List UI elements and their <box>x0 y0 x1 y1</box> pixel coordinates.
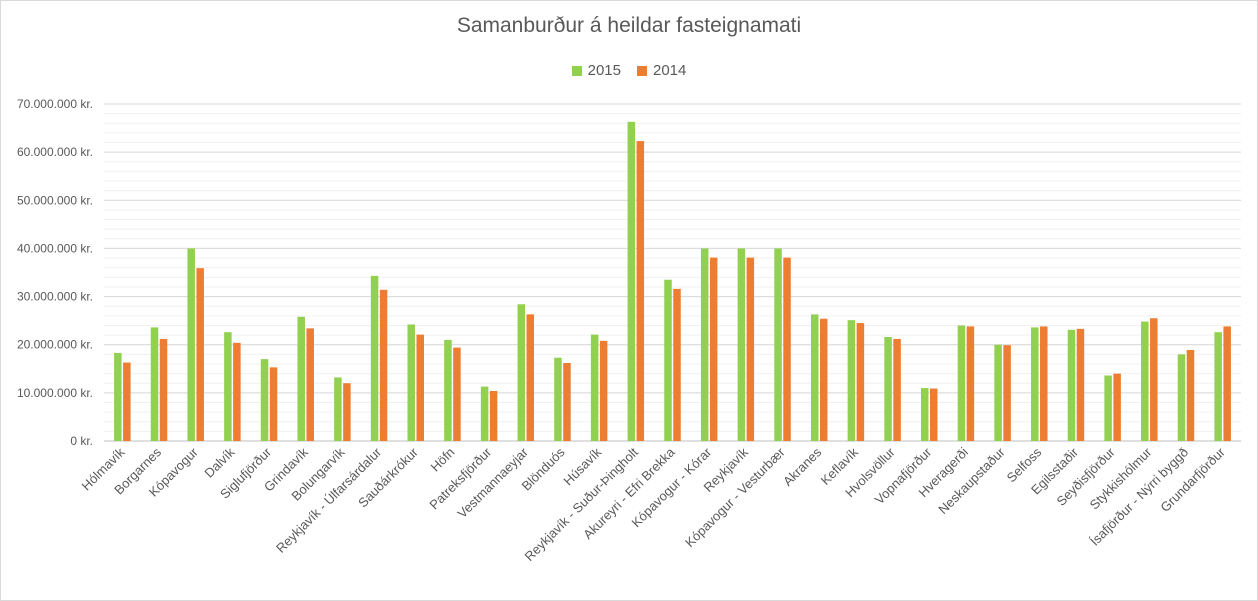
chart-legend: 2015 2014 <box>0 62 1258 79</box>
bar-2015 <box>370 275 379 441</box>
bar-2014 <box>856 323 865 441</box>
bar-2015 <box>1214 332 1222 441</box>
y-tick-label: 30.000.000 kr. <box>17 290 93 304</box>
bar-2015 <box>187 248 195 441</box>
bar-2014 <box>563 363 571 441</box>
bar-2015 <box>737 248 746 441</box>
bar-2015 <box>1104 375 1112 441</box>
legend-label-2014: 2014 <box>653 62 687 79</box>
bar-2014 <box>929 388 938 441</box>
bar-2015 <box>260 359 269 441</box>
bar-2015 <box>774 248 782 441</box>
bar-2014 <box>1076 328 1085 441</box>
bar-2015 <box>590 334 599 441</box>
y-tick-label: 40.000.000 kr. <box>17 241 93 255</box>
bar-2014 <box>233 342 241 441</box>
bar-2014 <box>1040 326 1048 441</box>
bar-2015 <box>297 316 305 441</box>
bar-2015 <box>444 339 452 441</box>
bar-2014 <box>343 383 351 441</box>
bar-2015 <box>1067 329 1076 441</box>
bar-2014 <box>269 367 278 441</box>
bar-2015 <box>664 279 672 441</box>
bar-2014 <box>746 257 755 441</box>
bar-2014 <box>306 328 314 441</box>
bar-2014 <box>783 257 791 441</box>
bar-2015 <box>884 337 892 441</box>
bar-2014 <box>1150 318 1158 441</box>
legend-swatch-2015 <box>571 65 582 76</box>
bar-2015 <box>957 325 966 441</box>
bar-2015 <box>114 352 122 441</box>
y-tick-label: 0 kr. <box>70 434 93 448</box>
legend-swatch-2014 <box>637 65 647 76</box>
bar-2015 <box>334 377 342 441</box>
chart-title: Samanburður á heildar fasteignamati <box>456 14 802 37</box>
bar-2015 <box>1141 321 1149 441</box>
bar-2014 <box>966 326 975 441</box>
bar-2014 <box>819 318 828 441</box>
bar-2014 <box>893 338 901 441</box>
bar-2014 <box>526 314 535 441</box>
bar-2015 <box>994 344 1002 441</box>
bar-2015 <box>627 121 636 441</box>
bar-2015 <box>700 248 709 441</box>
bar-2015 <box>847 320 856 441</box>
bar-2015 <box>407 324 416 441</box>
bar-2015 <box>1031 327 1039 441</box>
x-tick-label: Grundarfjörður <box>1157 444 1228 515</box>
bar-2014 <box>636 141 645 441</box>
bar-2014 <box>1113 373 1121 441</box>
legend-item-2015: 2015 <box>571 62 621 79</box>
bar-2015 <box>480 386 489 441</box>
y-tick-label: 60.000.000 kr. <box>17 145 93 159</box>
bar-2015 <box>810 314 819 441</box>
bar-2015 <box>920 388 929 441</box>
bar-2015 <box>1177 354 1186 441</box>
x-tick-label: Neskaupstaður <box>935 444 1008 517</box>
legend-item-2014: 2014 <box>637 62 686 79</box>
bar-2014 <box>599 340 608 441</box>
bar-2015 <box>224 332 232 441</box>
bar-2014 <box>709 257 718 441</box>
bar-2014 <box>1223 326 1231 441</box>
y-tick-label: 20.000.000 kr. <box>17 338 93 352</box>
bar-2014 <box>1003 345 1011 441</box>
bar-2015 <box>517 304 526 441</box>
bar-2014 <box>453 347 461 441</box>
bar-2014 <box>489 390 498 441</box>
legend-label-2015: 2015 <box>587 62 621 79</box>
y-tick-label: 10.000.000 kr. <box>17 386 93 400</box>
y-tick-label: 50.000.000 kr. <box>17 193 93 207</box>
bar-2015 <box>150 327 159 441</box>
bar-2014 <box>159 338 168 441</box>
x-tick-label: Akranes <box>780 444 825 489</box>
bar-2014 <box>123 362 131 441</box>
bar-2014 <box>416 334 425 441</box>
x-tick-label: Höfn <box>428 445 458 475</box>
bar-2014 <box>673 288 681 441</box>
bar-2014 <box>196 268 204 441</box>
bar-2014 <box>1186 350 1195 441</box>
y-tick-label: 70.000.000 kr. <box>17 97 93 111</box>
bar-2014 <box>379 289 388 441</box>
bar-2015 <box>554 357 562 441</box>
